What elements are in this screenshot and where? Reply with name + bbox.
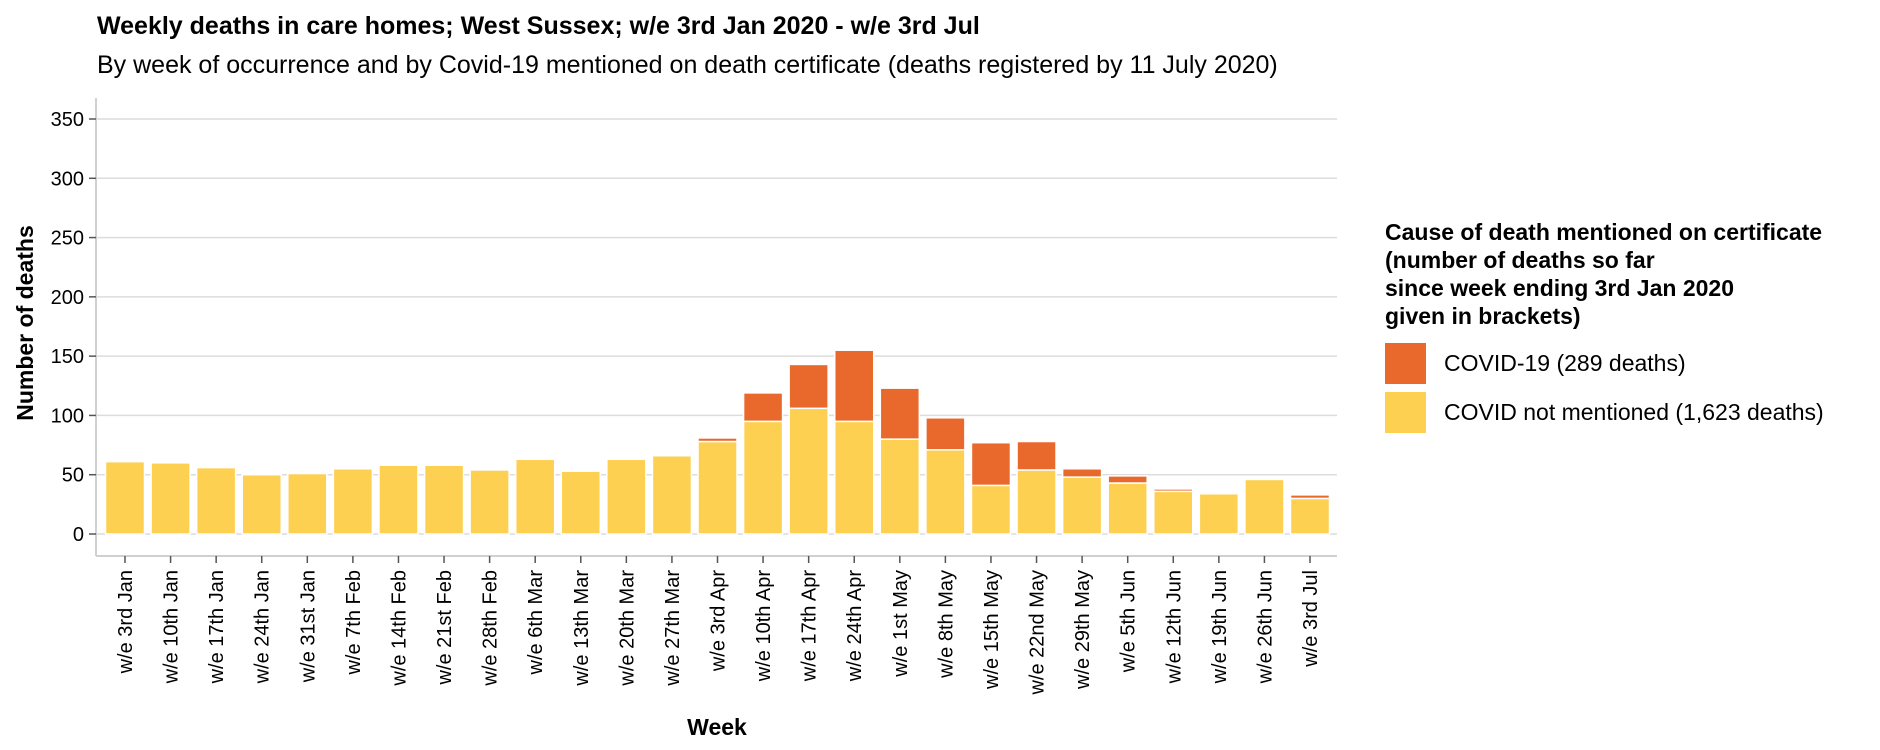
y-tick-label: 100 bbox=[51, 405, 84, 427]
bar-non-covid bbox=[925, 449, 966, 535]
bar-non-covid bbox=[1244, 478, 1285, 535]
legend-title-line: (number of deaths so far bbox=[1385, 247, 1655, 273]
chart-title: Weekly deaths in care homes; West Sussex… bbox=[97, 12, 980, 40]
legend-title: Cause of death mentioned on certificate … bbox=[1385, 218, 1865, 330]
bar-covid bbox=[1153, 488, 1194, 493]
y-tick-label: 350 bbox=[51, 109, 84, 131]
bar-covid bbox=[833, 349, 875, 423]
bar-covid bbox=[970, 441, 1012, 487]
gridlines bbox=[96, 118, 1337, 535]
x-tick-label: w/e 19th Jun bbox=[1209, 570, 1231, 684]
bar-covid bbox=[879, 387, 921, 440]
bar-non-covid bbox=[788, 407, 829, 535]
bar-covid bbox=[788, 363, 829, 410]
bar-covid bbox=[1198, 491, 1240, 495]
bar-non-covid bbox=[560, 470, 602, 535]
legend-item-non-covid: COVID not mentioned (1,623 deaths) bbox=[1385, 391, 1865, 433]
bar-non-covid bbox=[833, 420, 875, 535]
y-tick-label: 250 bbox=[51, 228, 84, 250]
x-tick-label: w/e 5th Jun bbox=[1118, 570, 1140, 673]
y-axis-title: Number of deaths bbox=[12, 225, 38, 421]
bar-covid bbox=[1016, 440, 1057, 471]
legend-title-line: given in brackets) bbox=[1385, 303, 1581, 329]
bar-non-covid bbox=[1289, 497, 1331, 535]
x-tick-label: w/e 27th Mar bbox=[662, 570, 684, 687]
x-tick-label: w/e 24th Apr bbox=[844, 570, 866, 683]
x-tick-label: w/e 3rd Apr bbox=[708, 570, 730, 673]
bar-non-covid bbox=[1107, 482, 1148, 535]
legend-title-line: since week ending 3rd Jan 2020 bbox=[1385, 275, 1734, 301]
x-tick-label: w/e 3rd Jan bbox=[115, 570, 137, 674]
bar-non-covid bbox=[697, 440, 738, 535]
bar-covid bbox=[742, 392, 784, 423]
bars bbox=[104, 349, 1331, 535]
x-tick-label: w/e 3rd Jul bbox=[1300, 570, 1322, 668]
x-tick-labels: w/e 3rd Jan w/e 10th Jan w/e 17th Jan w/e 2… bbox=[115, 556, 1322, 696]
bar-non-covid bbox=[332, 468, 374, 535]
bar-non-covid bbox=[195, 466, 237, 535]
bar-covid bbox=[925, 417, 966, 451]
axes bbox=[95, 98, 1337, 557]
x-tick-label: w/e 10th Jan bbox=[161, 570, 183, 684]
y-tick-label: 200 bbox=[51, 287, 84, 309]
x-tick-label: w/e 14th Feb bbox=[388, 570, 410, 687]
bar-covid bbox=[1289, 494, 1331, 500]
legend-item-covid: COVID-19 (289 deaths) bbox=[1385, 342, 1865, 384]
bar-non-covid bbox=[742, 420, 784, 535]
bar-covid bbox=[1107, 475, 1148, 484]
bar-non-covid bbox=[1198, 492, 1240, 535]
x-tick-label: w/e 13th Mar bbox=[571, 570, 593, 687]
x-tick-label: w/e 26th Jun bbox=[1254, 570, 1276, 684]
y-tick-label: 150 bbox=[51, 346, 84, 368]
bar-non-covid bbox=[104, 460, 146, 535]
x-tick-label: w/e 10th Apr bbox=[753, 570, 775, 683]
bar-non-covid bbox=[241, 473, 282, 535]
bar-covid bbox=[1061, 468, 1103, 478]
bar-non-covid bbox=[606, 458, 647, 535]
y-tick-label: 300 bbox=[51, 168, 84, 190]
bar-non-covid bbox=[287, 472, 328, 535]
x-tick-label: w/e 8th May bbox=[935, 570, 957, 679]
bar-non-covid bbox=[1061, 476, 1103, 535]
legend-swatch-covid bbox=[1385, 342, 1426, 384]
bar-non-covid bbox=[150, 462, 191, 535]
x-tick-label: w/e 20th Mar bbox=[616, 570, 638, 687]
x-tick-label: w/e 17th Jan bbox=[206, 570, 228, 684]
x-axis-title: Week bbox=[687, 714, 747, 740]
bar-non-covid bbox=[651, 454, 693, 535]
bar-non-covid bbox=[970, 484, 1012, 535]
legend-title-line: Cause of death mentioned on certificate bbox=[1385, 219, 1823, 245]
x-tick-label: w/e 21st Feb bbox=[434, 570, 456, 686]
bar-non-covid bbox=[469, 469, 510, 535]
y-tick-label: 50 bbox=[62, 465, 84, 487]
x-tick-label: w/e 6th Mar bbox=[525, 570, 547, 676]
chart-subtitle: By week of occurrence and by Covid-19 me… bbox=[97, 51, 1278, 79]
x-tick-label: w/e 15th May bbox=[981, 570, 1003, 690]
x-tick-label: w/e 12th Jun bbox=[1163, 570, 1185, 684]
y-tick-label: 0 bbox=[73, 524, 84, 546]
legend-label-covid: COVID-19 (289 deaths) bbox=[1444, 349, 1686, 376]
bar-non-covid bbox=[879, 438, 921, 535]
bar-non-covid bbox=[1153, 490, 1194, 535]
y-tick-labels: 0 50 100 150 200 250 300 350 bbox=[51, 109, 96, 546]
x-tick-label: w/e 31st Jan bbox=[297, 570, 319, 683]
x-tick-label: w/e 29th May bbox=[1072, 570, 1094, 690]
x-tick-label: w/e 28th Feb bbox=[480, 570, 502, 687]
x-tick-label: w/e 17th Apr bbox=[799, 570, 821, 683]
x-tick-label: w/e 7th Feb bbox=[343, 570, 365, 676]
bar-non-covid bbox=[1016, 469, 1057, 535]
bar-non-covid bbox=[423, 464, 465, 535]
x-tick-label: w/e 22nd May bbox=[1027, 570, 1049, 696]
x-tick-label: w/e 1st May bbox=[890, 570, 912, 678]
bar-non-covid bbox=[514, 458, 556, 535]
bar-non-covid bbox=[378, 464, 419, 535]
bar-covid bbox=[697, 437, 738, 443]
legend-swatch-non-covid bbox=[1385, 391, 1426, 433]
legend: Cause of death mentioned on certificate … bbox=[1385, 218, 1865, 440]
x-tick-label: w/e 24th Jan bbox=[252, 570, 274, 684]
legend-label-non-covid: COVID not mentioned (1,623 deaths) bbox=[1444, 398, 1824, 425]
